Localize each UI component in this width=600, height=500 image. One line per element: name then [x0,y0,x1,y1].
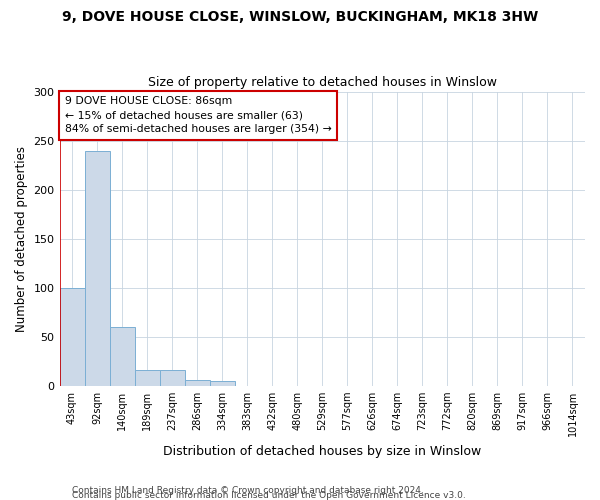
Text: Contains HM Land Registry data © Crown copyright and database right 2024.: Contains HM Land Registry data © Crown c… [72,486,424,495]
Text: 9 DOVE HOUSE CLOSE: 86sqm
← 15% of detached houses are smaller (63)
84% of semi-: 9 DOVE HOUSE CLOSE: 86sqm ← 15% of detac… [65,96,332,134]
Bar [134,370,160,386]
Text: Contains public sector information licensed under the Open Government Licence v3: Contains public sector information licen… [72,491,466,500]
Bar [185,380,209,386]
Bar [110,328,134,386]
Bar [85,151,110,386]
Text: 9, DOVE HOUSE CLOSE, WINSLOW, BUCKINGHAM, MK18 3HW: 9, DOVE HOUSE CLOSE, WINSLOW, BUCKINGHAM… [62,10,538,24]
X-axis label: Distribution of detached houses by size in Winslow: Distribution of detached houses by size … [163,444,481,458]
Bar [59,288,85,386]
Bar [209,381,235,386]
Title: Size of property relative to detached houses in Winslow: Size of property relative to detached ho… [148,76,497,90]
Bar [160,370,185,386]
Y-axis label: Number of detached properties: Number of detached properties [15,146,28,332]
